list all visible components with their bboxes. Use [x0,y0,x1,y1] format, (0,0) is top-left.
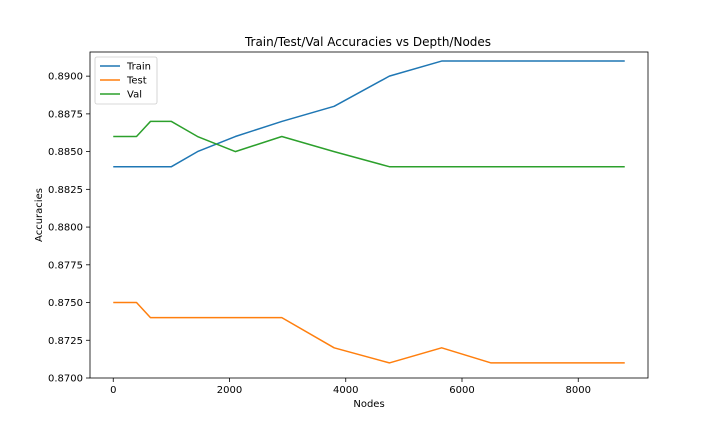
series-line-val [113,120,625,168]
x-tick-label: 0 [110,385,116,396]
y-tick-label: 0.8725 [48,336,83,347]
x-tick-label: 6000 [449,385,474,396]
series-line-train [113,60,625,168]
y-tick-label: 0.8775 [48,260,83,271]
legend: Train Test Val [94,56,158,105]
y-tick-label: 0.8900 [48,72,83,83]
series-line-test [113,301,625,364]
legend-label-test: Test [126,76,147,87]
y-tick-label: 0.8750 [48,298,83,309]
plot-frame [89,51,649,379]
series-layer [113,60,625,364]
x-tick-label: 2000 [217,385,242,396]
x-axis: 0 2000 4000 6000 8000 [110,378,591,396]
x-axis-label: Nodes [353,399,384,410]
y-tick-label: 0.8800 [48,223,83,234]
y-tick-label: 0.8875 [48,109,83,120]
y-axis: 0.8700 0.8725 0.8750 0.8775 0.8800 0.8825 0.88… [48,72,90,385]
x-tick-label: 4000 [333,385,358,396]
x-tick-label: 8000 [566,385,591,396]
y-tick-label: 0.8700 [48,374,83,385]
legend-label-train: Train [126,62,151,73]
y-axis-label: Accuracies [34,188,45,242]
y-tick-label: 0.8850 [48,147,83,158]
y-tick-label: 0.8825 [48,185,83,196]
legend-label-val: Val [127,90,142,101]
legend-box [94,56,158,105]
chart-title: Train/Test/Val Accuracies vs Depth/Nodes [244,35,491,49]
